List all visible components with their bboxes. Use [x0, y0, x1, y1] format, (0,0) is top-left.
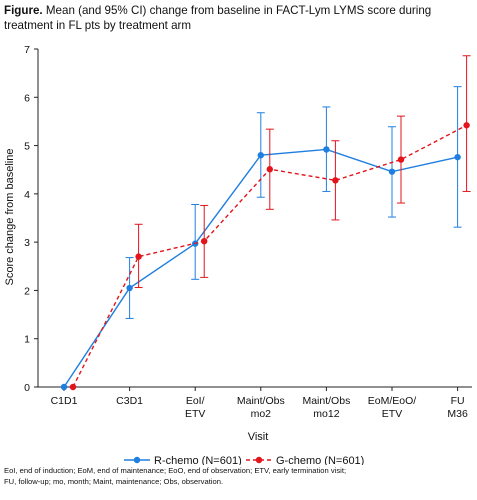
y-tick-label: 2	[24, 285, 30, 297]
footnote-line-1: EoI, end of induction; EoM, end of maint…	[4, 466, 347, 475]
x-tick-label: EoI/ETV	[185, 395, 205, 420]
legend-marker	[255, 456, 263, 464]
y-tick-label: 6	[24, 92, 30, 104]
data-point	[257, 152, 264, 159]
y-tick-label: 7	[24, 44, 30, 56]
y-axis-label: Score change from baseline	[4, 149, 16, 286]
x-tick-label: C3D1	[116, 395, 143, 407]
x-tick-label: EoM/EoO/ETV	[368, 395, 417, 420]
legend-label: G-chemo (N=601)	[276, 455, 364, 465]
data-point	[69, 383, 77, 391]
data-point	[201, 237, 208, 245]
data-point	[126, 284, 133, 292]
y-tick-label: 5	[24, 141, 30, 153]
x-tick-label: C1D1	[51, 395, 78, 407]
series-2	[69, 55, 471, 391]
x-tick-label: Maint/Obs mo2	[237, 395, 285, 420]
figure-title: Figure. Mean (and 95% CI) change from ba…	[4, 3, 444, 33]
y-tick-label: 1	[24, 334, 30, 346]
footnote: EoI, end of induction; EoM, end of maint…	[4, 465, 474, 487]
x-tick-label: Maint/Obs mo12	[302, 395, 350, 420]
data-point	[463, 122, 470, 129]
figure-label: Figure.	[4, 4, 43, 17]
axes: 0 1 2 3 4 5 6 7 C1D1 C3D1 EoI/ETV Maint/Obs mo2 Maint…	[24, 44, 472, 420]
data-point	[332, 177, 339, 184]
data-point	[135, 253, 142, 260]
legend-label: R-chemo (N=601)	[154, 455, 242, 465]
data-point	[454, 153, 461, 161]
x-tick-label: FU M36	[447, 395, 468, 420]
line-chart: 0 1 2 3 4 5 6 7 C1D1 C3D1 EoI/ETV Maint/Obs mo2 Maint…	[4, 44, 472, 465]
y-tick-label: 3	[24, 237, 30, 249]
data-point	[323, 146, 330, 153]
series-1	[60, 86, 462, 391]
y-tick-label: 4	[24, 189, 30, 201]
series-layer	[60, 55, 471, 391]
x-axis-label: Visit	[248, 431, 269, 443]
data-point	[397, 156, 405, 163]
data-point	[266, 166, 273, 173]
figure-title-text: Mean (and 95% CI) change from baseline i…	[4, 4, 432, 32]
legend: R-chemo (N=601) G-chemo (N=601)	[124, 455, 364, 465]
footnote-line-2: FU, follow-up; mo, month; Maint, mainten…	[4, 477, 224, 486]
data-point	[388, 168, 396, 175]
legend-marker	[133, 456, 141, 464]
data-point	[60, 383, 68, 391]
y-tick-label: 0	[24, 382, 30, 394]
